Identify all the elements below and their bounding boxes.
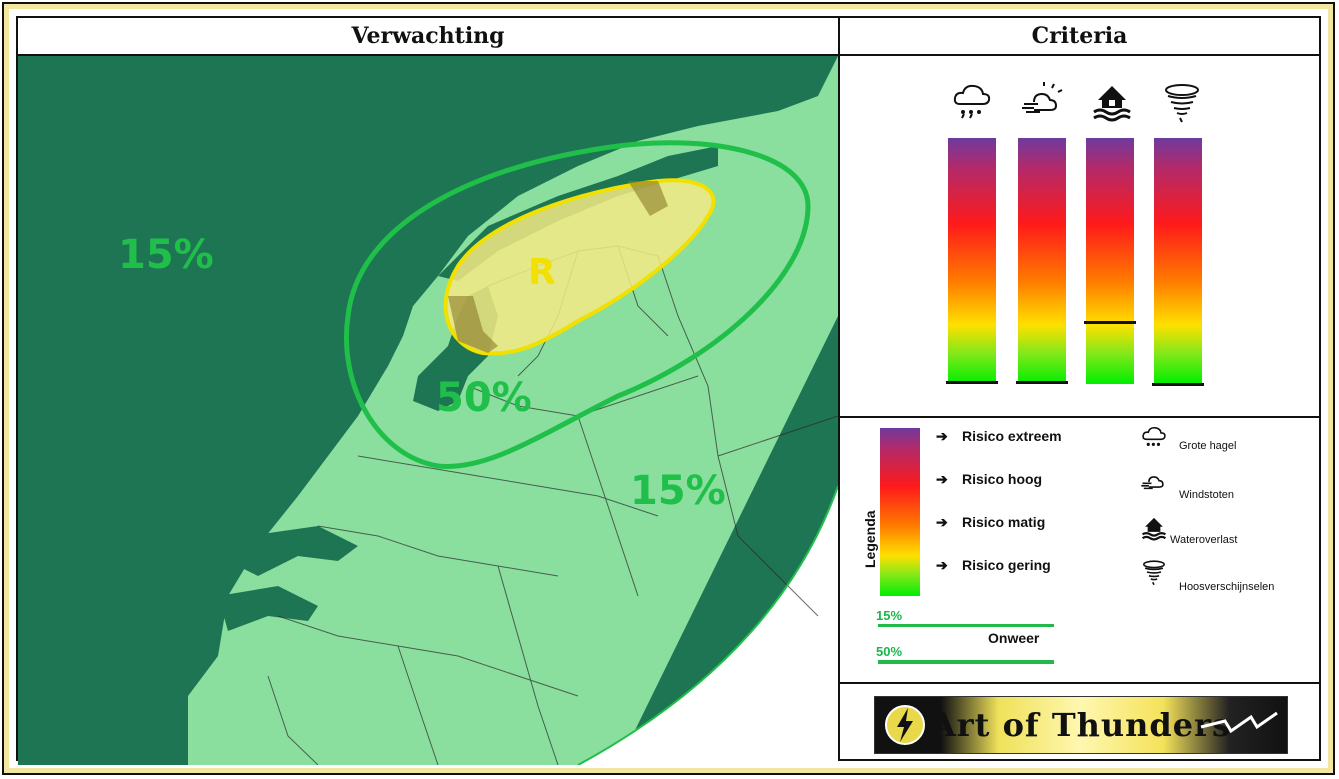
risk-zone-shadow-north xyxy=(628,181,668,216)
criteria-bar-hail xyxy=(946,138,998,384)
arrow-icon: ➔ xyxy=(936,471,948,487)
legend-panel: Legenda ➔ Risico extreem ➔ Risico hoog ➔ Ri… xyxy=(840,418,1319,684)
wadden-sea xyxy=(438,146,718,281)
legend-line-label-15: 15% xyxy=(876,608,903,623)
contour-50 xyxy=(344,140,811,469)
wind-gust-icon xyxy=(1022,82,1063,113)
lightning-emblem-icon xyxy=(885,705,925,745)
legend-level-high: ➔ Risico hoog xyxy=(936,471,1043,487)
legend-color-bar xyxy=(880,428,920,596)
criteria-bar-wind xyxy=(1016,138,1068,384)
tornado-icon xyxy=(1165,84,1199,123)
criteria-bar-tornado xyxy=(1152,138,1204,386)
logo-text: Art of Thunders xyxy=(930,706,1232,744)
criteria-level-tornado xyxy=(1152,383,1204,386)
arrow-icon: ➔ xyxy=(936,428,948,444)
label-sea-15: 15% xyxy=(118,232,214,278)
scheldt-estuary xyxy=(218,586,318,631)
criteria-level-wind xyxy=(1016,381,1068,384)
criteria-title: Criteria xyxy=(1031,23,1128,49)
contour-15-outer xyxy=(577,485,838,765)
wind-gust-icon xyxy=(1141,476,1164,490)
brand-logo[interactable]: Art of Thunders xyxy=(874,696,1288,754)
label-land-15: 15% xyxy=(630,468,726,514)
hazard-label-flood: Wateroverlast xyxy=(1170,534,1238,546)
legend-onweer: Onweer xyxy=(988,630,1040,646)
forecast-panel: Verwachting Criteria xyxy=(16,16,1321,765)
delta-estuary xyxy=(238,526,358,576)
hazard-label-wind: Windstoten xyxy=(1179,489,1235,501)
hazard-label-hail: Grote hagel xyxy=(1179,440,1237,452)
criteria-panel xyxy=(840,56,1319,418)
tornado-icon xyxy=(1143,560,1165,586)
label-risk: R xyxy=(528,252,556,293)
legend-title: Legenda xyxy=(862,510,878,568)
column-divider xyxy=(838,18,840,759)
forecast-map[interactable]: 15% R 50% 15% xyxy=(18,56,838,765)
criteria-level-hail xyxy=(946,381,998,384)
arrow-icon: ➔ xyxy=(936,557,948,573)
legend-level-extreme: ➔ Risico extreem xyxy=(936,428,1062,444)
criteria-level-flood xyxy=(1084,321,1136,324)
risk-zone-shadow-west xyxy=(448,296,498,353)
map-svg: 15% R 50% 15% xyxy=(18,56,838,765)
outside-area xyxy=(578,486,838,765)
legend-line-label-50: 50% xyxy=(876,644,903,659)
legend-line-15 xyxy=(878,624,1054,627)
legend-level-moderate: ➔ Risico matig xyxy=(936,514,1046,530)
forecast-title: Verwachting xyxy=(351,23,505,49)
forecast-header: Verwachting xyxy=(18,18,838,56)
legend-line-50 xyxy=(878,660,1054,664)
label-50: 50% xyxy=(436,375,532,421)
hazard-label-tornado: Hoosverschijnselen xyxy=(1179,581,1275,593)
risk-zone xyxy=(443,178,716,356)
hail-icon xyxy=(953,84,991,119)
arrow-icon: ➔ xyxy=(936,514,948,530)
flood-icon xyxy=(1093,86,1131,122)
flood-icon xyxy=(1141,517,1167,541)
lightning-bolt-icon xyxy=(1200,711,1278,734)
criteria-header: Criteria xyxy=(838,18,1319,56)
criteria-bar-flood xyxy=(1084,138,1136,384)
legend-level-low: ➔ Risico gering xyxy=(936,557,1051,573)
hail-icon xyxy=(1142,426,1166,446)
logo-cell: Art of Thunders xyxy=(840,684,1319,759)
